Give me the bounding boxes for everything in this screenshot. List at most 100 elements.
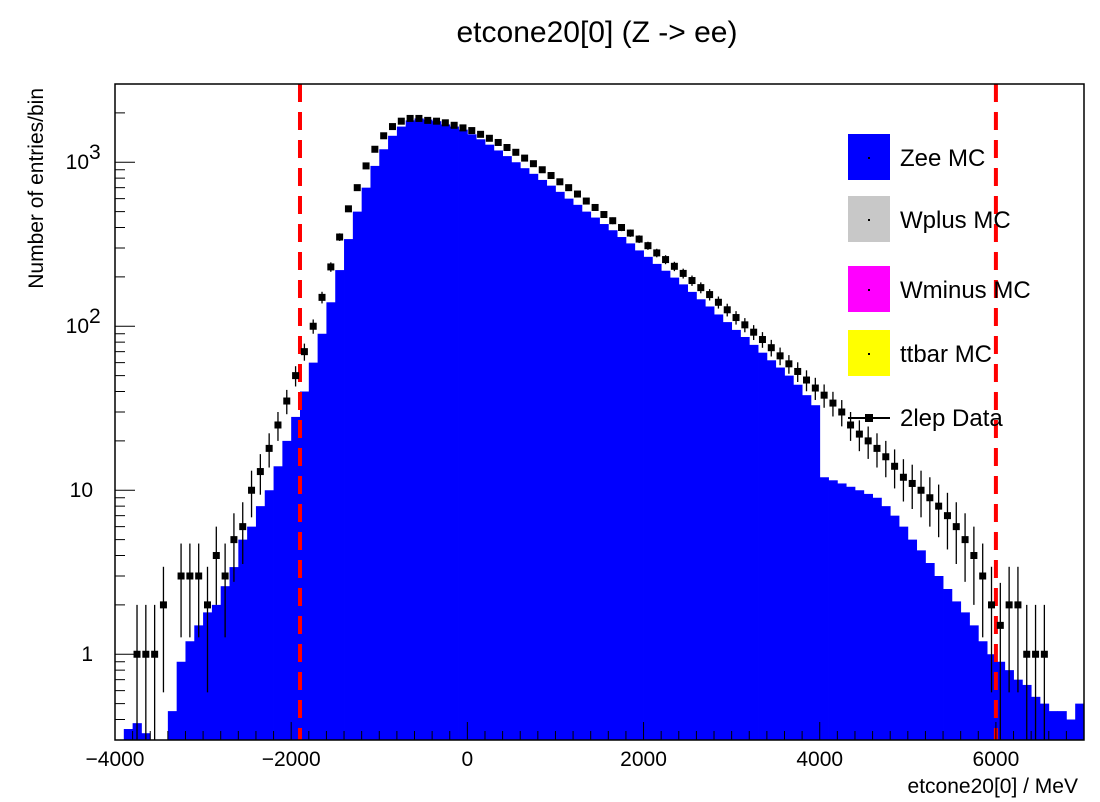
zee-mc-bar: [907, 539, 918, 740]
zee-mc-bar: [573, 204, 583, 741]
data-point: [538, 166, 546, 174]
data-point: [829, 399, 837, 407]
zee-mc-bar: [749, 344, 759, 740]
data-point: [221, 572, 229, 580]
data-point: [159, 601, 167, 609]
data-point: [195, 572, 203, 580]
zee-mc-bar: [696, 299, 706, 740]
zee-mc-bar: [211, 604, 222, 740]
zee-mc-bar: [467, 134, 477, 741]
zee-mc-bar: [802, 395, 812, 740]
data-point: [767, 344, 775, 352]
zee-mc-bar: [194, 625, 204, 740]
data-point: [670, 262, 678, 270]
zee-mc-bar: [599, 224, 609, 740]
x-axis-label: etcone20[0] / MeV: [908, 775, 1078, 798]
zee-mc-bar: [282, 440, 292, 740]
zee-mc-bar: [220, 586, 230, 740]
data-point: [133, 650, 141, 658]
data-point: [424, 116, 432, 124]
data-point: [212, 552, 220, 560]
zee-mc-bar: [828, 480, 838, 740]
zee-mc-bar: [1066, 719, 1076, 740]
x-tick-label: −4000: [86, 748, 145, 771]
zee-mc-bar: [731, 329, 741, 740]
data-point: [882, 453, 890, 461]
data-point: [926, 494, 934, 502]
zee-mc-bar: [502, 156, 512, 741]
data-point: [230, 536, 238, 544]
zee-mc-bar: [810, 405, 821, 740]
data-point: [450, 121, 458, 129]
data-point: [300, 348, 308, 356]
zee-mc-bar: [1013, 679, 1023, 740]
zee-mc-bar: [326, 302, 336, 740]
data-point: [565, 184, 573, 192]
data-point: [600, 211, 608, 219]
zee-mc-bar: [590, 217, 600, 740]
y-axis-label: Number of entries/bin: [25, 88, 48, 289]
data-point: [485, 134, 493, 142]
data-point: [415, 114, 423, 122]
zee-mc-bar: [529, 173, 539, 740]
data-point: [459, 124, 467, 132]
data-point: [468, 127, 476, 135]
zee-mc-bar: [247, 526, 257, 740]
data-point: [512, 148, 520, 156]
zee-mc-bar: [299, 391, 310, 740]
data-point: [644, 242, 652, 250]
data-point: [441, 119, 449, 127]
data-point: [943, 512, 951, 520]
data-point: [353, 184, 361, 192]
zee-mc-bar: [405, 120, 415, 741]
data-point: [344, 205, 352, 213]
data-point: [855, 430, 863, 438]
x-tick-label: 0: [462, 748, 474, 771]
zee-mc-bar: [546, 185, 556, 740]
chart-title: etcone20[0] (Z -> ee): [457, 16, 738, 49]
data-point: [891, 462, 899, 470]
zee-mc-bar: [555, 191, 565, 741]
data-point: [970, 552, 978, 560]
data-point: [723, 306, 731, 314]
y-tick-label: 10: [66, 315, 89, 338]
zee-mc-bar: [1048, 711, 1058, 740]
zee-mc-bar: [722, 322, 733, 740]
legend-ttbar-mc-dot: [868, 353, 870, 355]
zee-mc-bar: [414, 118, 424, 741]
data-point: [741, 321, 749, 329]
data-point: [292, 372, 300, 380]
data-point: [635, 235, 643, 243]
zee-mc-bar: [308, 362, 319, 740]
data-point: [388, 123, 396, 131]
legend-zee-mc-dot: [868, 157, 870, 159]
data-point: [996, 621, 1004, 629]
data-point: [662, 256, 670, 264]
data-point: [626, 229, 634, 237]
zee-mc-bar: [370, 165, 380, 740]
data-point: [785, 360, 793, 368]
data-point: [609, 217, 617, 225]
data-point: [979, 572, 987, 580]
zee-mc-bar: [890, 515, 900, 740]
zee-mc-bar: [1057, 711, 1067, 740]
zee-mc-bar: [379, 149, 389, 741]
zee-mc-bar: [846, 486, 856, 740]
zee-mc-bar: [484, 144, 495, 740]
zee-mc-bar: [520, 168, 530, 741]
zee-mc-bar: [916, 550, 926, 740]
data-point: [318, 293, 326, 301]
zee-mc-bar: [951, 601, 962, 740]
zee-mc-bar: [837, 483, 847, 740]
zee-mc-bar: [608, 230, 618, 740]
zee-mc-bar: [1075, 703, 1085, 740]
zee-mc-bar: [449, 126, 459, 741]
zee-mc-bar: [960, 612, 970, 740]
legend-wminus-mc-label: Wminus MC: [900, 277, 1031, 304]
zee-mc-bar: [987, 654, 997, 740]
zee-mc-bar: [229, 567, 239, 740]
data-point: [521, 154, 529, 162]
data-point: [274, 421, 282, 429]
